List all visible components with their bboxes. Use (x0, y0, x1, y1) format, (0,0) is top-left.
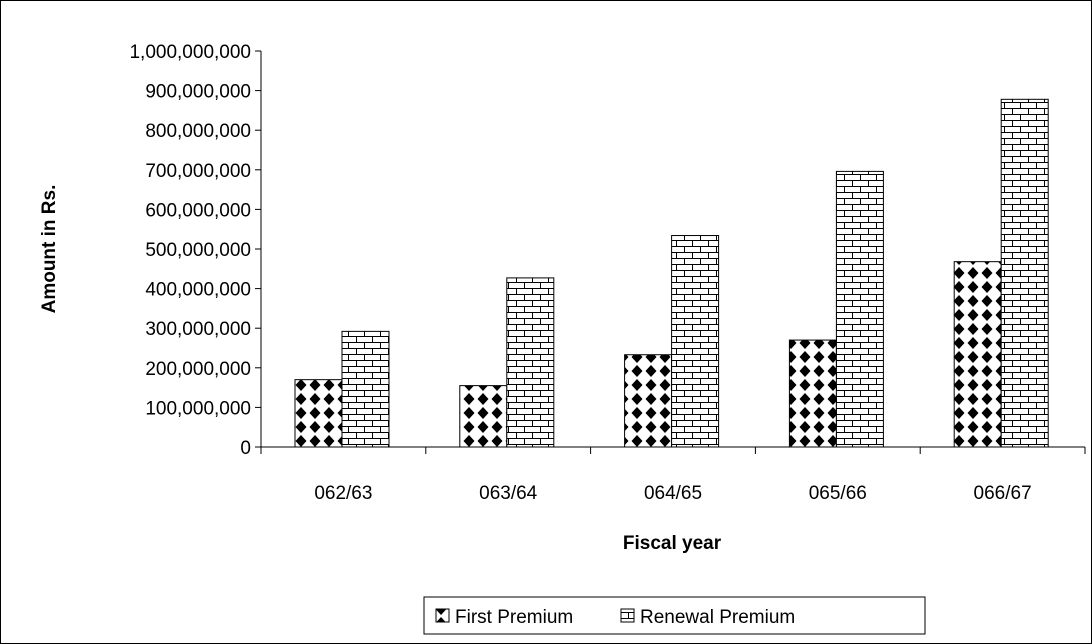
y-tick-label: 200,000,000 (145, 359, 251, 380)
y-tick-label: 400,000,000 (145, 280, 251, 301)
y-axis-title: Amount in Rs. (39, 185, 60, 314)
bar-renewal-premium-063-64 (506, 277, 555, 448)
bar-first-premium-063-64 (459, 385, 508, 448)
y-tick-label: 1,000,000,000 (129, 42, 251, 63)
bar-renewal-premium-066-67 (1000, 98, 1049, 448)
bar-renewal-premium-065-66 (835, 170, 884, 448)
legend-item-renewal-premium: Renewal Premium (620, 607, 795, 628)
y-tick-label: 700,000,000 (145, 161, 251, 182)
y-tick-label: 500,000,000 (145, 240, 251, 261)
y-axis-ticks: 0 100,000,000 200,000,000 300,000,000 400,00… (129, 42, 261, 459)
bar-first-premium-064-65 (624, 354, 673, 448)
bar-series (294, 98, 1049, 448)
bar-first-premium-062-63 (294, 379, 343, 448)
y-tick-label: 0 (240, 438, 251, 459)
x-axis-title: Fiscal year (623, 533, 722, 554)
y-tick-label: 600,000,000 (145, 200, 251, 221)
legend-swatch-renewal-premium (620, 608, 635, 623)
legend: First Premium Renewal Premium (423, 596, 926, 635)
x-axis-ticks: 062/63 063/64 064/65 065/66 066/67 (260, 447, 1086, 504)
bar-renewal-premium-062-63 (341, 330, 390, 448)
bar-first-premium-066-67 (953, 261, 1002, 448)
legend-item-first-premium: First Premium (435, 607, 573, 628)
legend-box (423, 596, 926, 635)
legend-label-renewal-premium: Renewal Premium (640, 607, 795, 628)
y-tick-label: 800,000,000 (145, 121, 251, 142)
x-tick-label: 065/66 (809, 483, 867, 504)
x-tick-label: 066/67 (974, 483, 1032, 504)
y-tick-label: 100,000,000 (145, 398, 251, 419)
y-tick-label: 300,000,000 (145, 319, 251, 340)
legend-label-first-premium: First Premium (455, 607, 573, 628)
x-tick-label: 063/64 (479, 483, 538, 504)
y-tick-label: 900,000,000 (145, 82, 251, 103)
x-tick-label: 064/65 (644, 483, 702, 504)
x-tick-label: 062/63 (314, 483, 372, 504)
bar-renewal-premium-064-65 (671, 235, 720, 448)
legend-swatch-first-premium (435, 608, 450, 623)
bar-first-premium-065-66 (788, 339, 837, 448)
